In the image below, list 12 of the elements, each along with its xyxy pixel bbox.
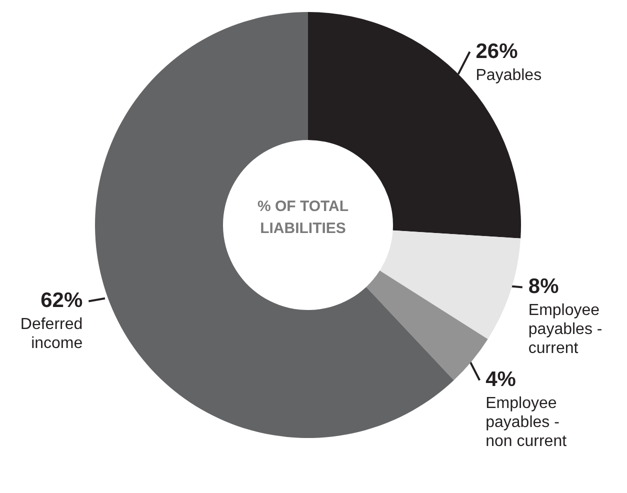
slice-label: Deferred income — [20, 316, 83, 352]
donut-slice — [95, 12, 454, 438]
text: % OF TOTAL LIABILITIES — [256, 197, 350, 239]
data-label: 4% — [486, 368, 516, 392]
donut-slice — [380, 230, 521, 340]
data-label: 26% — [476, 40, 518, 63]
data-label: 62% — [40, 289, 83, 312]
slice-label: Employee payables - non current — [486, 395, 568, 450]
slice-label: Payables — [476, 66, 542, 84]
data-label: 8% — [528, 275, 560, 298]
slice-label: Employee payables - current — [528, 302, 602, 358]
donut-slice — [366, 270, 488, 380]
